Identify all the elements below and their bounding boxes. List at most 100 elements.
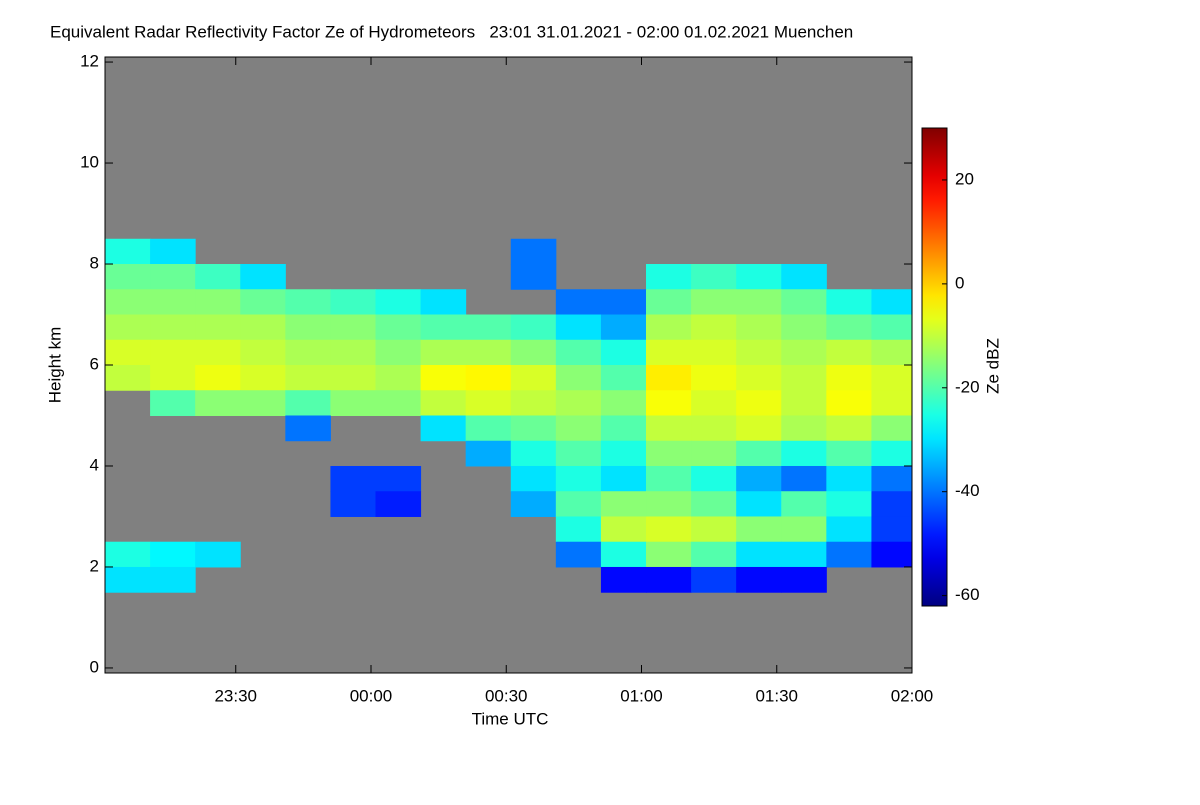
heatmap-cell xyxy=(555,516,602,543)
heatmap-cell xyxy=(420,289,467,316)
heatmap-cell xyxy=(420,415,467,442)
y-tick-label: 2 xyxy=(90,556,99,575)
heatmap-cell xyxy=(105,365,151,391)
heatmap-cell xyxy=(736,415,782,442)
heatmap-cell xyxy=(330,390,377,416)
heatmap-cell xyxy=(375,390,422,416)
heatmap-cell xyxy=(871,516,913,543)
heatmap-cell xyxy=(826,289,872,316)
heatmap-cell xyxy=(646,365,692,391)
heatmap-cell xyxy=(871,541,913,568)
heatmap-cell xyxy=(330,314,377,341)
heatmap-cell xyxy=(826,339,872,366)
heatmap-cell xyxy=(646,440,692,467)
heatmap-cell xyxy=(781,339,827,366)
colorbar xyxy=(921,127,948,607)
heatmap-cell xyxy=(646,390,692,416)
heatmap-cell xyxy=(781,365,827,391)
heatmap-cell xyxy=(781,314,827,341)
heatmap-cell xyxy=(465,314,512,341)
heatmap-cell xyxy=(871,415,913,442)
heatmap-cell xyxy=(600,465,647,492)
heatmap-cell xyxy=(781,465,827,492)
heatmap-cell xyxy=(781,541,827,568)
heatmap-cell xyxy=(646,415,692,442)
heatmap-cell xyxy=(871,365,913,391)
heatmap-cell xyxy=(781,440,827,467)
heatmap-cell xyxy=(510,491,557,517)
colorbar-tick-label: -60 xyxy=(955,585,980,604)
heatmap-cell xyxy=(691,314,737,341)
heatmap-cell xyxy=(240,365,286,391)
heatmap-cell xyxy=(330,339,377,366)
heatmap-cell xyxy=(826,415,872,442)
heatmap-cell xyxy=(781,516,827,543)
heatmap-cell xyxy=(285,339,331,366)
colorbar-label: Ze dBZ xyxy=(983,338,1002,394)
heatmap-cell xyxy=(465,415,512,442)
x-axis-label: Time UTC xyxy=(472,709,549,728)
heatmap-cell xyxy=(555,314,602,341)
heatmap-cell xyxy=(375,491,422,517)
heatmap-cell xyxy=(871,465,913,492)
heatmap-cell xyxy=(285,390,331,416)
heatmap-cell xyxy=(555,390,602,416)
x-tick-label: 00:30 xyxy=(485,686,528,705)
heatmap-cell xyxy=(691,516,737,543)
heatmap-cell xyxy=(285,289,331,316)
heatmap-cell xyxy=(555,365,602,391)
heatmap-cell xyxy=(646,289,692,316)
heatmap-cell xyxy=(600,541,647,568)
heatmap-cell xyxy=(150,289,196,316)
heatmap-cell xyxy=(285,314,331,341)
heatmap-cell xyxy=(600,365,647,391)
heatmap-cell xyxy=(150,365,196,391)
heatmap-cell xyxy=(510,415,557,442)
heatmap-cell xyxy=(510,264,557,290)
y-tick-label: 4 xyxy=(90,455,99,474)
heatmap-cell xyxy=(600,314,647,341)
heatmap-cell xyxy=(736,516,782,543)
heatmap-cell xyxy=(826,440,872,467)
heatmap-cell xyxy=(375,465,422,492)
heatmap-cell xyxy=(600,566,647,593)
heatmap-cell xyxy=(195,314,241,341)
heatmap-cell xyxy=(510,339,557,366)
heatmap-cell xyxy=(510,365,557,391)
heatmap-cell xyxy=(375,289,422,316)
heatmap-cell xyxy=(195,365,241,391)
heatmap-cell xyxy=(781,491,827,517)
heatmap-cell xyxy=(330,491,377,517)
heatmap-cell xyxy=(871,289,913,316)
heatmap-cell xyxy=(826,541,872,568)
heatmap-cell xyxy=(555,289,602,316)
heatmap-cell xyxy=(555,491,602,517)
heatmap-cell xyxy=(781,289,827,316)
heatmap-cell xyxy=(871,390,913,416)
heatmap-cell xyxy=(826,365,872,391)
heatmap-cell xyxy=(420,365,467,391)
heatmap-cell xyxy=(150,566,196,593)
heatmap-cell xyxy=(871,491,913,517)
heatmap-cell xyxy=(600,516,647,543)
heatmap-cell xyxy=(871,339,913,366)
heatmap-cell xyxy=(736,541,782,568)
heatmap-cell xyxy=(736,491,782,517)
heatmap-cell xyxy=(195,541,241,568)
heatmap-cell xyxy=(646,264,692,290)
heatmap-cell xyxy=(465,390,512,416)
heatmap-cell xyxy=(195,289,241,316)
heatmap-cell xyxy=(150,390,196,416)
y-axis-label: Height km xyxy=(45,327,64,404)
heatmap-cell xyxy=(736,390,782,416)
heatmap-cell xyxy=(781,264,827,290)
heatmap-cell xyxy=(691,264,737,290)
heatmap-cell xyxy=(691,365,737,391)
heatmap-cell xyxy=(510,314,557,341)
heatmap-cell xyxy=(600,390,647,416)
heatmap-cell xyxy=(150,541,196,568)
x-tick-label: 01:00 xyxy=(620,686,663,705)
heatmap-cell xyxy=(600,289,647,316)
heatmap-cell xyxy=(240,390,286,416)
